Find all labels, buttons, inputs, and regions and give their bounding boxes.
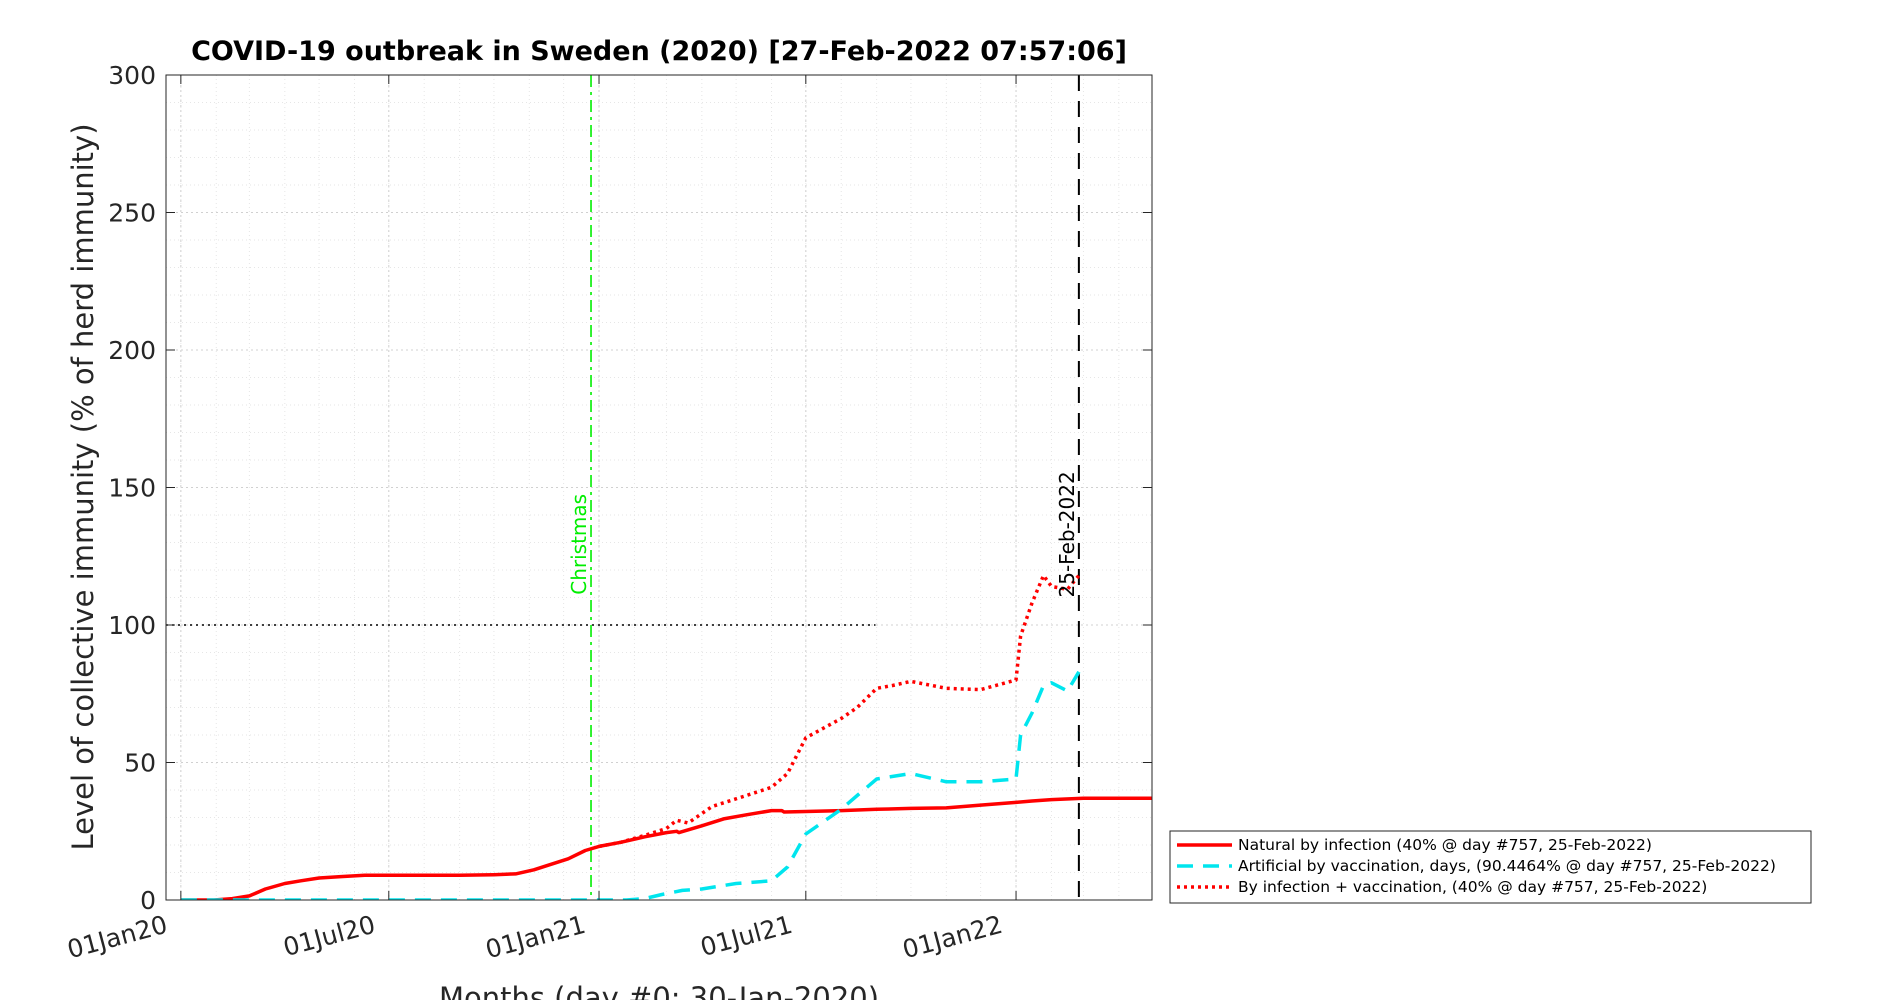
legend: Natural by infection (40% @ day #757, 25… [1169,830,1812,904]
legend-entry-2: By infection + vaccination, (40% @ day #… [1238,878,1707,896]
chart-title: COVID-19 outbreak in Sweden (2020) [27-F… [191,36,1127,67]
y-tick-label: 300 [108,61,156,90]
y-tick-label: 0 [140,886,156,915]
y-axis-label: Level of collective immunity (% of herd … [66,123,100,850]
legend-box [1169,830,1812,904]
y-tick-label: 150 [108,474,156,503]
reference-line-label-2: 25-Feb-2022 [1055,471,1079,597]
annotations: Christmas 25-Feb-2022 [567,471,1079,597]
x-tick-label: 01Jan21 [482,910,588,964]
reference-line-label-1: Christmas [567,494,591,595]
x-axis-label: Months (day #0: 30-Jan-2020) [439,981,879,1000]
y-tick-label: 200 [108,336,156,365]
series-line-2 [598,573,1081,849]
plot-background [166,75,1152,900]
x-tick-label: 01Jul21 [697,910,795,962]
legend-entry-0: Natural by infection (40% @ day #757, 25… [1238,836,1652,854]
x-tick-label: 01Jan20 [64,910,170,964]
y-tick-label: 250 [108,199,156,228]
x-tick-label: 01Jan22 [899,910,1005,964]
series-line-1 [180,670,1081,900]
reference-lines [166,75,1080,900]
y-tick-label: 100 [108,611,156,640]
x-tick-label: 01Jul20 [280,910,378,962]
series-line-0 [180,796,1152,900]
series-lines [180,573,1152,900]
legend-entry-1: Artificial by vaccination, days, (90.446… [1238,857,1776,875]
y-tick-label: 50 [124,749,156,778]
